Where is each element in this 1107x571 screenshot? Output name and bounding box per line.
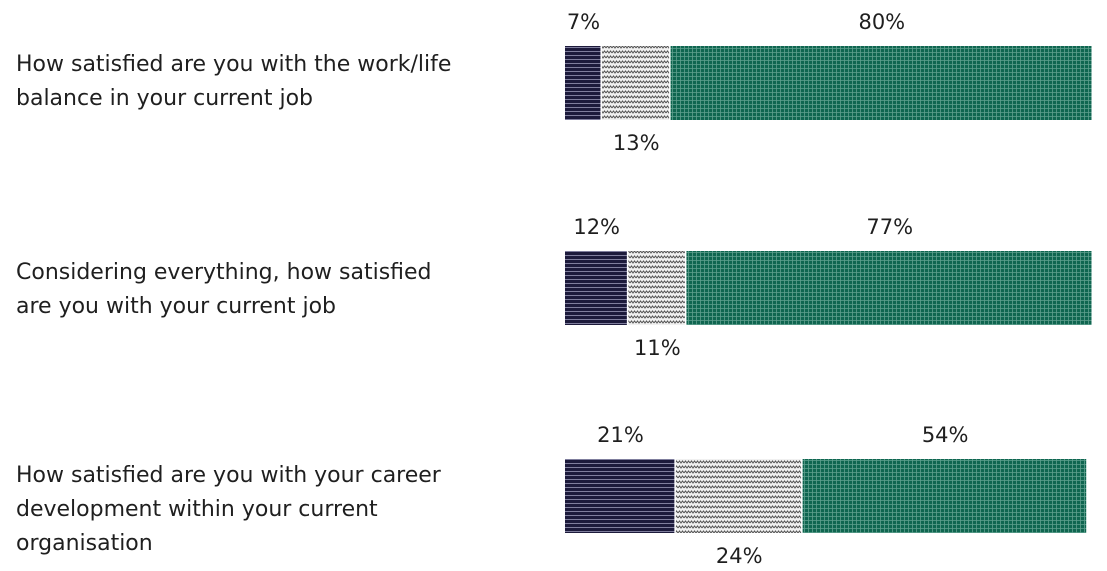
question-label-job-satisfaction: Considering everything, how satisfied are… bbox=[16, 256, 536, 324]
bar-segment-satisfied-work-life-balance bbox=[670, 46, 1092, 120]
value-label-neutral-work-life-balance: 13% bbox=[613, 131, 660, 155]
question-label-line: organisation bbox=[16, 531, 153, 556]
value-label-neutral-career-development: 24% bbox=[716, 544, 763, 568]
value-label-dissatisfied-work-life-balance: 7% bbox=[567, 10, 600, 34]
bar-segment-neutral-career-development bbox=[675, 459, 802, 533]
question-label-line: Considering everything, how satisfied bbox=[16, 260, 432, 285]
bar-segment-satisfied-job-satisfaction bbox=[686, 251, 1092, 325]
value-label-satisfied-career-development: 54% bbox=[922, 423, 969, 447]
value-label-dissatisfied-job-satisfaction: 12% bbox=[573, 215, 620, 239]
bar-segment-satisfied-career-development bbox=[802, 459, 1087, 533]
value-label-satisfied-job-satisfaction: 77% bbox=[866, 215, 913, 239]
question-label-work-life-balance: How satisfied are you with the work/life… bbox=[16, 48, 536, 116]
value-label-satisfied-work-life-balance: 80% bbox=[858, 10, 905, 34]
bar-segment-dissatisfied-career-development bbox=[565, 459, 675, 533]
question-label-line: How satisfied are you with your career bbox=[16, 463, 441, 488]
bar-segment-neutral-job-satisfaction bbox=[628, 251, 685, 325]
question-label-line: balance in your current job bbox=[16, 86, 314, 111]
bar-segment-dissatisfied-job-satisfaction bbox=[565, 251, 627, 325]
value-label-neutral-job-satisfaction: 11% bbox=[634, 336, 681, 360]
question-label-career-development: How satisfied are you with your career de… bbox=[16, 459, 536, 561]
bar-segment-dissatisfied-work-life-balance bbox=[565, 46, 601, 120]
bar-segment-neutral-work-life-balance bbox=[601, 46, 670, 120]
question-label-line: How satisfied are you with the work/life bbox=[16, 52, 452, 77]
value-label-dissatisfied-career-development: 21% bbox=[597, 423, 644, 447]
question-label-line: are you with your current job bbox=[16, 294, 337, 319]
question-label-line: development within your current bbox=[16, 497, 378, 522]
